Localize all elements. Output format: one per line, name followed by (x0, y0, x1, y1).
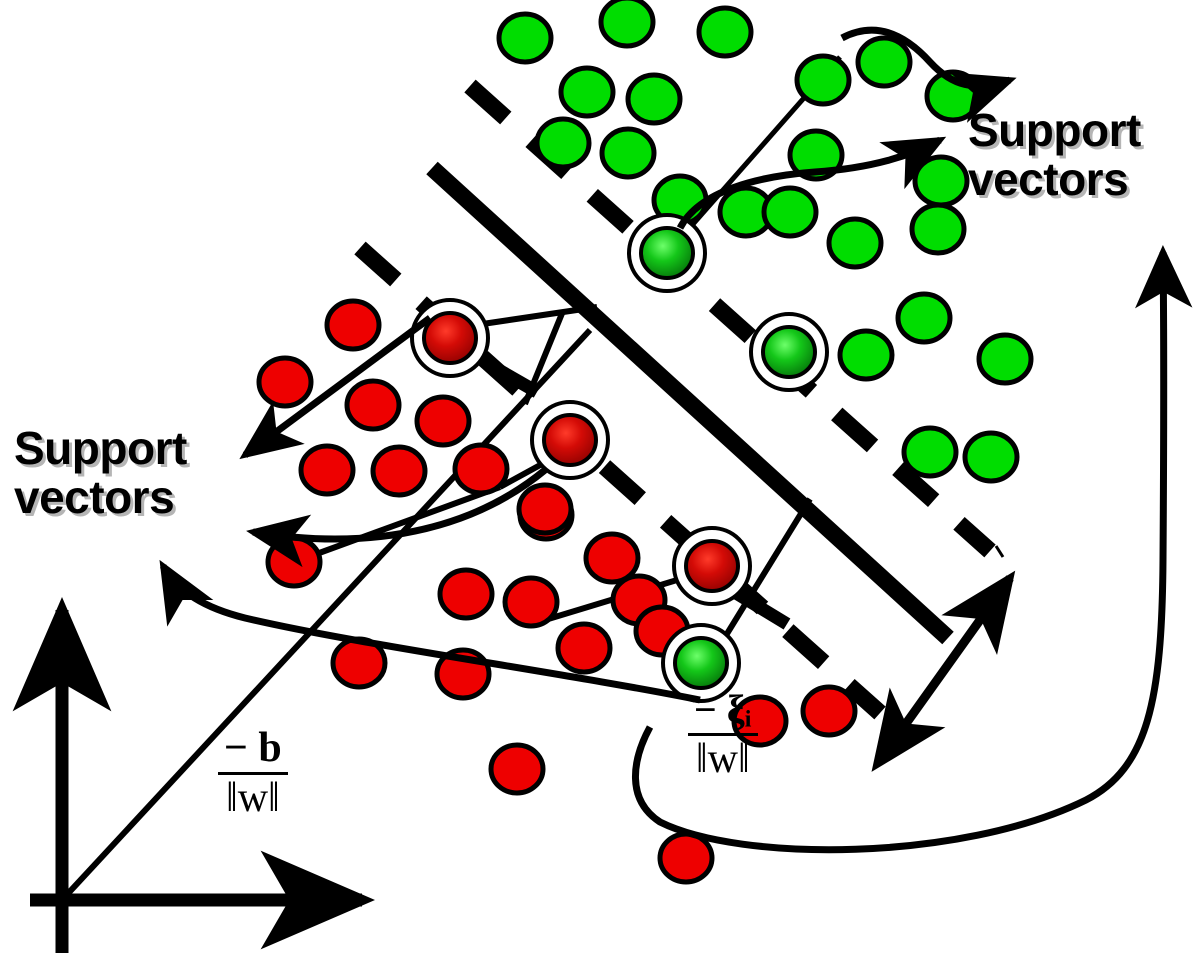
bias-offset-line (59, 327, 593, 903)
data-point-red (414, 394, 472, 448)
slack-line-xi (714, 497, 813, 652)
annotation-curve-right-3 (632, 245, 1193, 854)
data-point-green (599, 126, 657, 180)
data-point-red (324, 298, 382, 352)
support-vector-red-2 (530, 400, 610, 480)
annotation-curve-right-2 (676, 136, 947, 230)
data-point-red (370, 444, 428, 498)
annotation-arrow-left-1 (239, 315, 433, 460)
arrow-icon (159, 559, 701, 704)
arrow-icon (632, 245, 1193, 854)
arrow-icon (239, 315, 433, 460)
support-vector-red-1 (410, 298, 490, 378)
data-point-red (298, 443, 356, 497)
arrow-icon (246, 467, 548, 568)
support-vectors-label-left-line1: Support (14, 422, 187, 474)
data-point-green (598, 0, 656, 49)
data-point-red (488, 742, 546, 796)
arrow-icon (676, 136, 947, 230)
data-point-red (583, 531, 641, 585)
data-point-green (912, 154, 970, 208)
green-point-group (496, 0, 1034, 484)
data-point-red (344, 378, 402, 432)
annotation-curve-left-3 (159, 559, 701, 704)
data-point-green (496, 11, 554, 65)
support-vector-red-3 (672, 526, 752, 606)
support-vector-green-2 (749, 312, 829, 392)
data-point-green (909, 202, 967, 256)
data-point-red (516, 482, 574, 536)
support-vector-green-3 (661, 623, 741, 703)
data-point-green (901, 425, 959, 479)
data-point-red (555, 621, 613, 675)
double-arrow-icon (871, 570, 1016, 772)
annotation-curve-right-1 (840, 26, 1017, 123)
support-vectors-label-right-line1: Support (968, 104, 1141, 156)
slack-numerator: − ξᵢ (694, 687, 752, 732)
data-point-green (855, 35, 913, 89)
data-point-red (800, 684, 858, 738)
data-point-red (437, 567, 495, 621)
bias-offset-formula: − b ‖w‖ (218, 727, 288, 819)
margin-width-double-arrow (871, 545, 1016, 772)
data-point-green (558, 65, 616, 119)
bias-offset-denominator: ‖w‖ (225, 775, 280, 821)
arrow-icon (840, 26, 1017, 123)
fraction-bar (218, 772, 288, 775)
annotation-curve-left-2 (246, 467, 548, 568)
data-point-green (625, 72, 683, 126)
data-point-red (265, 535, 323, 589)
data-point-green (794, 53, 852, 107)
data-point-green (837, 328, 895, 382)
data-point-green (761, 185, 819, 239)
coordinate-axes (12, 596, 376, 953)
data-point-green (696, 5, 754, 59)
data-point-green (787, 128, 845, 182)
support-vectors-label-right: Support vectors (968, 106, 1141, 204)
decision-boundary-hyperplane (426, 161, 954, 645)
data-point-red (657, 831, 715, 885)
data-point-red (452, 442, 510, 496)
support-vector-green-1 (627, 213, 707, 293)
support-vectors-label-left-line2: vectors (14, 470, 175, 523)
data-point-green (826, 216, 884, 270)
data-point-green (895, 291, 953, 345)
data-point-green (976, 332, 1034, 386)
support-vectors-label-left: Support vectors (14, 424, 187, 522)
support-vectors-label-right-line2: vectors (968, 152, 1129, 205)
data-point-green (534, 116, 592, 170)
slack-denominator: ‖w‖ (695, 736, 750, 782)
data-point-red (502, 575, 560, 629)
data-point-red (256, 355, 314, 409)
slack-variable-formula: − ξᵢ ‖w‖ (688, 690, 758, 780)
data-point-green (962, 430, 1020, 484)
fraction-bar (688, 733, 758, 736)
bias-offset-numerator: − b (224, 725, 282, 771)
